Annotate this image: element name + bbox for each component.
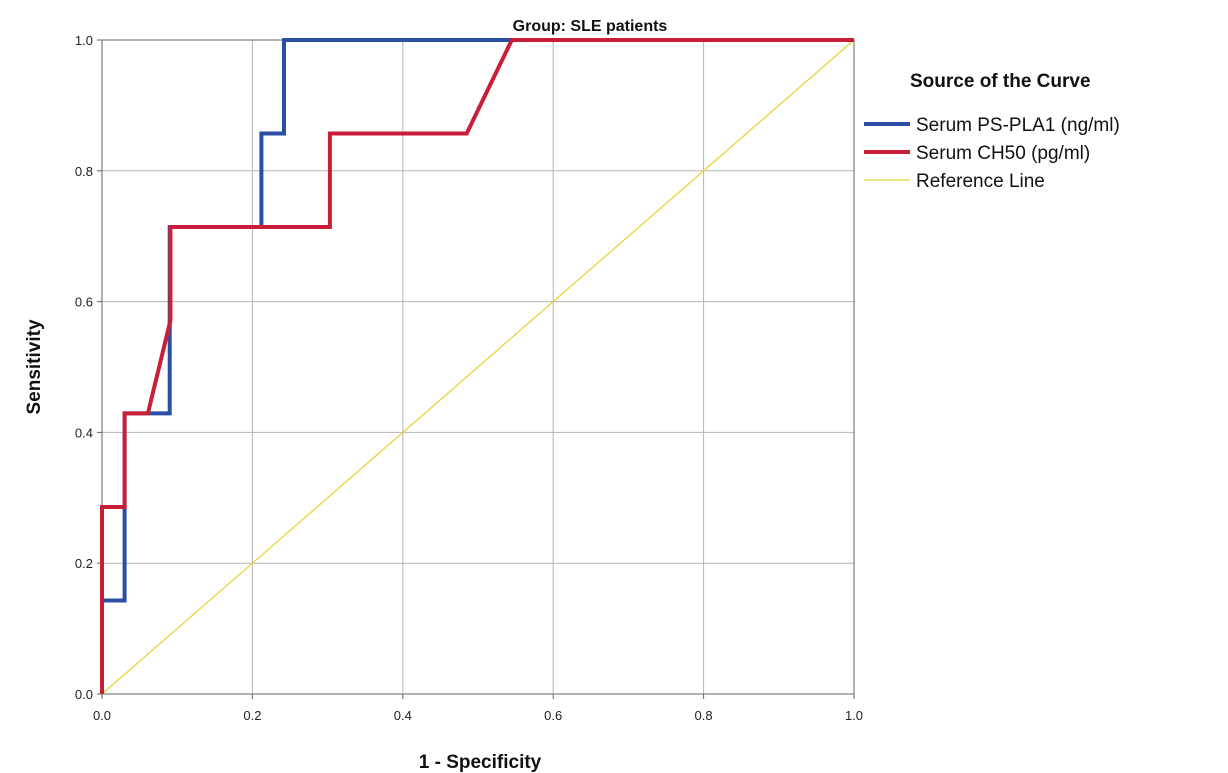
series-lines [100, 38, 855, 695]
x-tick-label: 0.8 [695, 708, 713, 723]
chart-title: Group: SLE patients [513, 18, 668, 35]
x-axis-ticks: 0.0 0.2 0.4 0.6 0.8 1.0 [93, 694, 863, 723]
y-axis-title: Sensitivity [24, 319, 45, 414]
legend-label: Serum CH50 (pg/ml) [916, 143, 1090, 164]
x-axis-title: 1 - Specificity [419, 752, 542, 773]
legend-label: Reference Line [916, 171, 1045, 192]
legend: Source of the Curve Serum PS-PLA1 (ng/ml… [864, 71, 1120, 192]
x-tick-label: 0.6 [544, 708, 562, 723]
x-tick-label: 0.2 [243, 708, 261, 723]
series-line-serum-ch50-pg-ml [100, 38, 854, 694]
x-tick-label: 0.0 [93, 708, 111, 723]
x-tick-label: 1.0 [845, 708, 863, 723]
legend-title: Source of the Curve [910, 71, 1091, 92]
y-tick-label: 0.6 [75, 295, 93, 310]
series-line-reference-line [101, 39, 855, 695]
y-axis-ticks: 0.0 0.2 0.4 0.6 0.8 1.0 [75, 33, 102, 702]
y-tick-label: 1.0 [75, 33, 93, 48]
y-tick-label: 0.8 [75, 164, 93, 179]
y-tick-label: 0.4 [75, 425, 93, 440]
y-tick-label: 0.0 [75, 687, 93, 702]
legend-label: Serum PS-PLA1 (ng/ml) [916, 115, 1120, 136]
y-tick-label: 0.2 [75, 556, 93, 571]
x-tick-label: 0.4 [394, 708, 412, 723]
